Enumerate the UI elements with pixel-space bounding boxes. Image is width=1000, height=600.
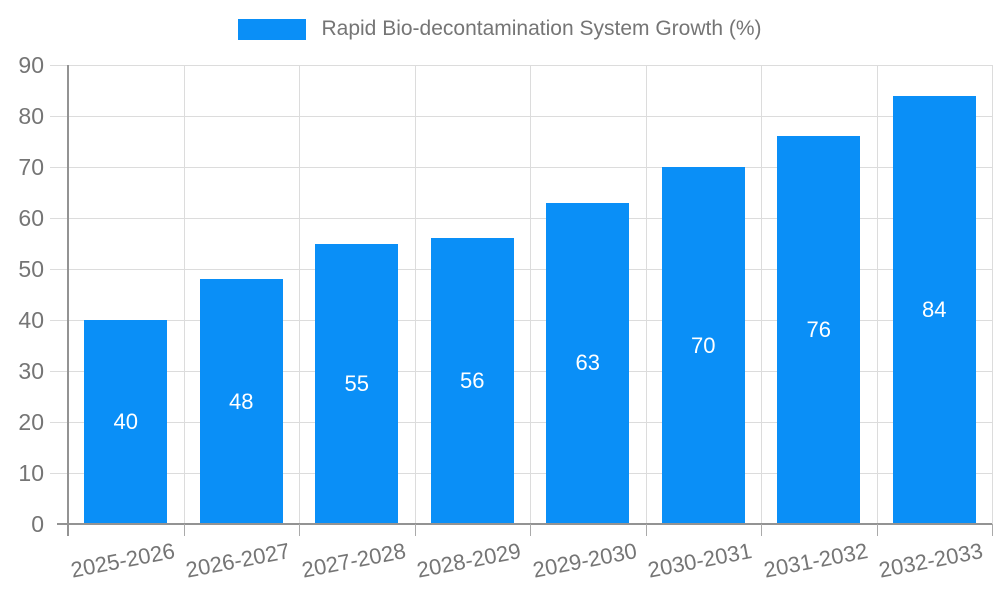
y-axis-tick-label: 90 xyxy=(18,52,44,78)
y-axis-tick-label: 80 xyxy=(18,103,44,129)
x-gridline xyxy=(414,65,416,524)
bar-value-label: 40 xyxy=(113,409,138,434)
y-gridline xyxy=(50,269,992,270)
y-gridline xyxy=(50,371,992,372)
x-axis-label: 2025-2026 xyxy=(68,538,177,583)
x-tick xyxy=(530,524,531,536)
chart-legend: Rapid Bio-decontamination System Growth … xyxy=(0,16,1000,42)
x-gridline xyxy=(992,65,993,524)
y-axis-tick-label: 40 xyxy=(18,307,44,333)
x-axis-label: 2031-2032 xyxy=(761,538,870,583)
x-gridline xyxy=(530,65,531,524)
bar: 56 xyxy=(430,238,514,524)
bar: 55 xyxy=(315,243,399,524)
legend-swatch xyxy=(238,18,307,40)
x-axis-label: 2028-2029 xyxy=(414,538,523,583)
y-axis-tick-label: 70 xyxy=(18,154,44,180)
x-tick xyxy=(183,524,185,536)
y-axis-line xyxy=(67,65,69,536)
y-gridline xyxy=(50,167,992,168)
y-gridline xyxy=(50,218,992,219)
bar: 70 xyxy=(661,167,745,524)
bar-value-label: 63 xyxy=(575,350,600,376)
y-axis-tick-label: 0 xyxy=(31,511,44,537)
bar: 63 xyxy=(546,202,630,524)
x-gridline xyxy=(645,65,647,524)
y-gridline xyxy=(50,65,992,66)
y-gridline xyxy=(50,473,992,474)
y-axis-tick-label: 60 xyxy=(18,205,44,231)
x-axis-line xyxy=(57,523,992,525)
x-tick xyxy=(645,524,647,536)
bar: 76 xyxy=(777,136,861,524)
bar-value-label: 70 xyxy=(691,332,716,358)
legend-label: Rapid Bio-decontamination System Growth … xyxy=(321,17,762,40)
x-axis-label: 2029-2030 xyxy=(530,538,639,583)
x-gridline xyxy=(183,65,185,524)
bar: 84 xyxy=(892,95,976,524)
bar-value-label: 56 xyxy=(460,368,485,394)
x-axis-label: 2030-2031 xyxy=(645,538,754,583)
x-tick xyxy=(299,524,300,536)
bar-value-label: 55 xyxy=(344,370,369,396)
y-gridline xyxy=(50,116,992,117)
y-gridline xyxy=(50,422,992,423)
x-axis-label: 2026-2027 xyxy=(183,538,292,583)
y-axis-tick-label: 10 xyxy=(18,460,44,486)
x-gridline xyxy=(299,65,300,524)
bar-value-label: 76 xyxy=(806,317,831,343)
bar: 48 xyxy=(199,279,283,524)
x-gridline xyxy=(761,65,762,524)
bar-value-label: 48 xyxy=(229,388,254,414)
x-tick xyxy=(414,524,416,536)
y-axis-tick-label: 20 xyxy=(18,409,44,435)
bar-value-label: 84 xyxy=(922,296,947,322)
x-axis-label: 2032-2033 xyxy=(876,538,985,583)
x-axis-label: 2027-2028 xyxy=(299,538,408,583)
x-tick xyxy=(876,524,878,536)
x-gridline xyxy=(876,65,878,524)
x-tick xyxy=(761,524,762,536)
bar: 40 xyxy=(84,320,168,524)
y-axis-tick-label: 50 xyxy=(18,256,44,282)
x-tick xyxy=(992,524,993,536)
y-gridline xyxy=(50,320,992,321)
y-axis-tick-label: 30 xyxy=(18,358,44,384)
